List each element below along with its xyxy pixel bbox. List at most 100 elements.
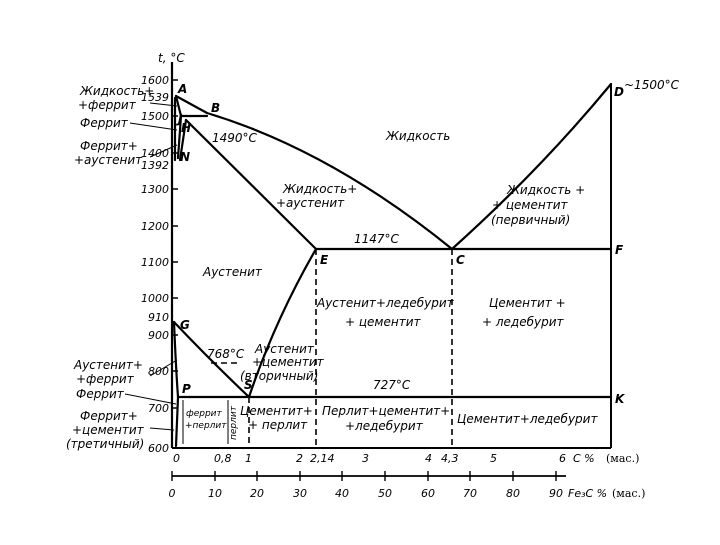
temp-peritectic: 1490°C xyxy=(212,131,258,145)
region-ferrite-top: Феррит xyxy=(80,116,129,130)
fe3c-tick-marks xyxy=(171,471,557,481)
line-E-S xyxy=(247,247,318,399)
x-fe3c-tick-label: 10 xyxy=(208,487,222,500)
x-c-unit: C % xyxy=(573,452,595,465)
region-liquid-austenite: +аустенит xyxy=(276,196,345,210)
region-aust-cementite-secondary: (вторичный) xyxy=(240,369,318,383)
x-c-tick-label: 6 xyxy=(559,452,566,465)
region-ferrite-cementite-tertiary: Феррит+ xyxy=(80,409,138,423)
point-C: C xyxy=(456,253,465,267)
x-c-tick-label: 5 xyxy=(490,452,497,465)
line-P-Q xyxy=(174,395,180,448)
region-aust-ferrite: +феррит xyxy=(76,372,135,386)
region-pearlite-cementite-ledeburite: Перлит+цементит+ xyxy=(322,404,450,418)
point-A: A xyxy=(177,82,187,96)
region-liquid: Жидкость xyxy=(385,129,450,143)
region-ferrite-pearlite: +перлит xyxy=(185,421,227,431)
region-liquid-cementite: (первичный) xyxy=(491,213,570,227)
y-tick-label: 1400 xyxy=(141,147,169,160)
x-c-tick-label: 4 xyxy=(425,452,432,465)
region-cementite-ledeburite-upper: + ледебурит xyxy=(482,315,565,329)
x-fe3c-unit: Fe₃C % xyxy=(568,487,607,500)
region-pearlite: перлит xyxy=(229,405,239,440)
region-austenite: Аустенит xyxy=(202,265,263,279)
region-liquid-ferrite: +феррит xyxy=(78,98,137,112)
region-liquid-cementite: + цементит xyxy=(492,198,568,212)
x-fe3c-tick-label: 90 xyxy=(549,487,563,500)
x-fe3c-tick-label: 30 xyxy=(293,487,307,500)
line-G-S xyxy=(172,320,251,399)
x-c-tick-label: 0 xyxy=(173,452,180,465)
region-aust-ledeburite: + цементит xyxy=(345,315,421,329)
x-c-tick-label: 2 xyxy=(296,452,303,465)
y-tick-label: 1000 xyxy=(141,292,169,305)
temp-eutectic: 1147°C xyxy=(354,232,400,246)
y-tick-label: 1600 xyxy=(141,74,169,87)
x-c-tick-label: 4,3 xyxy=(441,452,459,465)
x-c-tick-label: 3 xyxy=(362,452,369,465)
temp-eutectoid: 727°C xyxy=(373,378,411,392)
x-c-tick-label: 1 xyxy=(245,452,252,465)
region-ferrite-cementite-tertiary: (третичный) xyxy=(66,437,144,451)
y-tick-label: 700 xyxy=(148,402,169,415)
y-axis-title: t, °C xyxy=(158,51,185,65)
liquidus-B-C xyxy=(205,111,454,251)
line-J-N xyxy=(178,118,188,162)
region-ferrite-austenite: +аустенит xyxy=(74,153,143,167)
region-liquid-cementite: Жидкость + xyxy=(506,183,585,197)
region-ferrite-cementite-tertiary: +цементит xyxy=(72,423,145,437)
region-cementite-ledeburite-upper: Цементит + xyxy=(489,296,566,310)
point-N: N xyxy=(180,150,190,164)
y-tick-label: 910 xyxy=(148,311,169,324)
region-ferrite-pearlite: феррит xyxy=(186,409,223,419)
x-fe3c-tick-label: 0 xyxy=(169,487,176,500)
x-fe3c-tick-label: 40 xyxy=(335,487,349,500)
point-S: S xyxy=(244,378,253,392)
region-liquid-austenite: Жидкость+ xyxy=(282,182,357,196)
y-tick-label: 1200 xyxy=(141,220,169,233)
y-tick-label: 1500 xyxy=(141,110,169,123)
x-fe3c-tick-label: 50 xyxy=(378,487,392,500)
x-c-tick-label: 2,14 xyxy=(310,452,335,465)
temp-magnetic: 768°C xyxy=(207,347,245,361)
region-aust-cementite-secondary: Аустенит xyxy=(254,342,315,356)
point-E: E xyxy=(320,253,329,267)
point-P: P xyxy=(182,382,191,396)
region-pearlite-cementite-ledeburite: +ледебурит xyxy=(345,419,424,433)
x-fe3c-tick-label: 20 xyxy=(250,487,264,500)
x-c-mass: (мас.) xyxy=(606,452,639,465)
point-D-temperature: ~1500°C xyxy=(624,78,680,92)
line-H-N xyxy=(176,114,183,160)
y-tick-label: 1100 xyxy=(141,256,169,269)
region-liquid-ferrite: Жидкость+ xyxy=(79,84,154,98)
point-F: F xyxy=(615,243,624,257)
region-ferrite-austenite: Феррит+ xyxy=(80,139,138,153)
point-J: J xyxy=(176,112,183,126)
solidus-J-E xyxy=(184,118,318,251)
y-tick-label: 1539 xyxy=(141,91,169,104)
region-cementite-pearlite: Цементит+ xyxy=(240,404,313,418)
region-ferrite-low: Феррит xyxy=(76,387,125,401)
region-aust-ledeburite: Аустенит+ледебурит xyxy=(316,296,455,310)
x-fe3c-tick-label: 80 xyxy=(506,487,520,500)
liquidus-C-D xyxy=(450,82,613,251)
leader-lines xyxy=(124,102,178,431)
x-fe3c-tick-label: 60 xyxy=(421,487,435,500)
point-H: H xyxy=(181,121,191,135)
region-cementite-ledeburite-lower: Цементит+ледебурит xyxy=(457,412,598,426)
y-tick-label: 1392 xyxy=(141,159,169,172)
point-D: D xyxy=(614,85,624,99)
x-fe3c-tick-label: 70 xyxy=(463,487,477,500)
point-G: G xyxy=(180,318,190,332)
y-tick-label: 900 xyxy=(148,329,169,342)
point-B: B xyxy=(211,101,220,115)
liquidus-A-B xyxy=(174,94,209,115)
x-fe3c-mass: (мас.) xyxy=(612,487,645,500)
point-K: K xyxy=(615,392,626,406)
region-cementite-pearlite: + перлит xyxy=(248,418,308,432)
solidus-A-H xyxy=(174,94,183,118)
y-tick-label: 600 xyxy=(148,442,169,455)
x-c-tick-label: 0,8 xyxy=(214,452,232,465)
